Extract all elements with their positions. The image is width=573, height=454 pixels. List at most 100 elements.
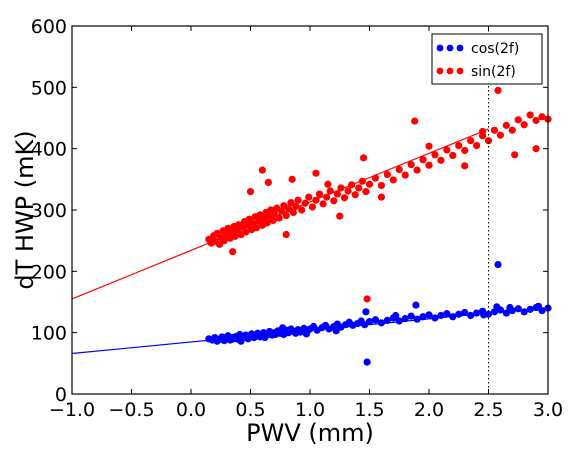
data-point-series-1 [332, 327, 340, 335]
data-point-series-2 [292, 202, 300, 210]
data-point-series-1 [431, 314, 439, 322]
data-point-series-1 [237, 337, 245, 345]
data-point-series-2 [407, 161, 415, 169]
data-point-series-2 [294, 196, 302, 204]
data-point-series-1 [473, 309, 481, 317]
data-point-series-2 [419, 156, 427, 164]
y-tick-label: 0 [55, 384, 67, 406]
data-point-series-2 [340, 194, 349, 202]
data-point-series-2 [494, 86, 502, 94]
data-point-series-1 [363, 358, 371, 366]
data-point-series-2 [269, 216, 277, 225]
data-point-series-1 [383, 316, 391, 324]
data-point-series-2 [282, 230, 290, 239]
data-point-series-2 [502, 121, 510, 129]
data-point-series-2 [220, 237, 228, 245]
data-point-series-1 [365, 318, 374, 326]
data-point-series-2 [395, 165, 403, 174]
x-tick-label: −0.5 [108, 399, 154, 421]
data-point-series-1 [413, 315, 421, 323]
data-point-series-1 [506, 303, 514, 312]
data-point-series-2 [520, 121, 528, 129]
legend-label-2: sin(2f) [471, 64, 516, 80]
data-point-series-1 [455, 310, 463, 318]
x-tick-label: 2.0 [414, 399, 444, 421]
legend-box [431, 33, 543, 85]
data-point-series-2 [437, 156, 445, 164]
legend: cos(2f) sin(2f) [431, 33, 543, 85]
data-point-series-1 [493, 303, 501, 311]
data-point-series-1 [261, 333, 269, 342]
x-axis-title: PWV (mm) [246, 419, 374, 447]
legend-marker-2 [446, 67, 454, 75]
data-point-series-1 [401, 314, 409, 323]
data-point-series-1 [480, 311, 488, 319]
data-point-series-2 [449, 151, 457, 160]
data-point-series-2 [411, 117, 419, 125]
data-point-series-2 [467, 137, 475, 145]
data-point-series-1 [443, 310, 451, 318]
data-point-series-2 [337, 184, 345, 192]
data-point-series-2 [333, 190, 341, 198]
data-point-series-2 [473, 142, 481, 150]
data-point-series-2 [461, 162, 469, 170]
data-point-series-2 [324, 180, 332, 188]
data-point-series-2 [282, 211, 290, 220]
data-point-series-2 [315, 190, 324, 198]
data-point-series-2 [443, 146, 451, 154]
data-point-series-1 [377, 319, 385, 327]
data-point-series-1 [412, 301, 420, 309]
data-point-series-2 [490, 126, 499, 134]
data-point-series-1 [392, 311, 400, 320]
x-tick-label: −1.0 [49, 399, 95, 421]
y-axis-title: dT HWP (mK) [11, 130, 39, 289]
data-point-series-1 [502, 309, 510, 317]
data-point-series-2 [358, 177, 366, 185]
data-point-series-1 [279, 324, 287, 332]
legend-marker-1 [446, 44, 454, 52]
data-point-series-2 [229, 248, 237, 256]
data-point-series-2 [289, 208, 297, 217]
y-tick-label: 100 [31, 323, 67, 345]
data-point-series-2 [514, 116, 522, 124]
data-point-series-1 [425, 311, 433, 319]
data-point-series-2 [258, 166, 266, 174]
data-point-series-2 [326, 187, 334, 195]
legend-marker-1 [456, 44, 464, 52]
data-point-series-2 [538, 113, 546, 121]
data-point-series-2 [365, 180, 374, 188]
data-point-series-1 [520, 308, 528, 316]
data-point-series-2 [288, 175, 296, 183]
x-tick-label: 2.5 [473, 399, 503, 421]
data-point-series-2 [270, 210, 278, 218]
data-point-series-2 [312, 169, 320, 177]
y-tick-label: 600 [31, 16, 67, 38]
data-point-series-1 [449, 313, 457, 321]
data-point-series-2 [425, 161, 433, 169]
data-point-series-2 [526, 111, 534, 119]
data-point-series-2 [351, 191, 359, 199]
data-point-series-2 [344, 187, 352, 195]
data-point-series-1 [467, 311, 475, 320]
data-point-series-1 [494, 260, 502, 269]
data-point-series-2 [377, 181, 385, 190]
data-point-series-2 [508, 126, 516, 134]
data-point-series-2 [511, 151, 519, 159]
axis-ticks: −1.0 −0.5 0.0 0.5 1.0 1.5 2.0 2.5 3.0 0 100 200 300 4… [31, 16, 563, 421]
data-point-series-2 [355, 184, 363, 192]
data-points [205, 86, 552, 366]
x-tick-label: 3.0 [533, 399, 563, 421]
data-point-series-2 [401, 171, 409, 179]
data-point-series-2 [484, 137, 493, 145]
data-point-series-1 [302, 330, 311, 338]
data-point-series-2 [359, 154, 368, 162]
data-point-series-2 [362, 188, 370, 196]
legend-label-1: cos(2f) [471, 41, 519, 57]
legend-marker-2 [456, 67, 464, 75]
data-point-series-2 [371, 174, 380, 182]
data-point-series-2 [461, 146, 469, 155]
data-point-series-2 [377, 193, 385, 201]
data-point-series-2 [532, 145, 540, 153]
